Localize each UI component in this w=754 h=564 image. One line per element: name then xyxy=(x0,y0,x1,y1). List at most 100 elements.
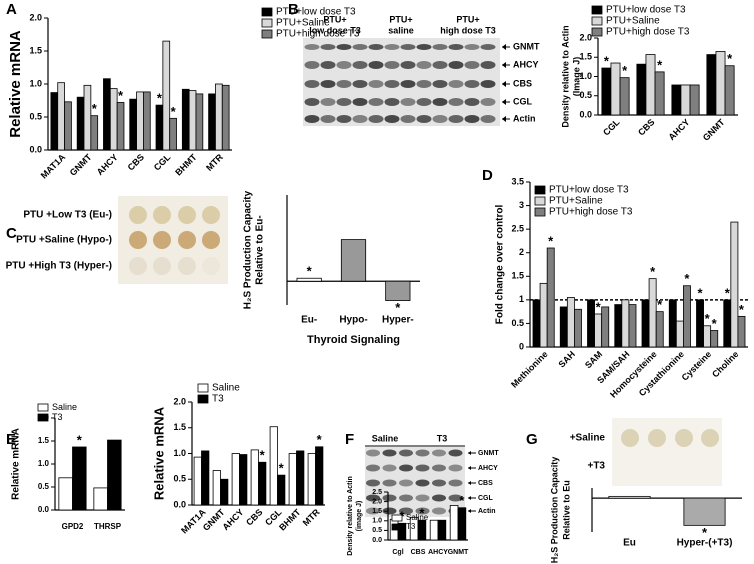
legend-label: Saline xyxy=(406,513,429,522)
legend-label: PTU+low dose T3 xyxy=(276,7,356,18)
blot-band xyxy=(464,61,480,69)
dot xyxy=(178,206,196,224)
blot-column: PTU+ xyxy=(389,14,412,24)
blot-band xyxy=(352,98,368,106)
bar xyxy=(76,96,85,151)
blot-band xyxy=(352,61,368,69)
blot-band xyxy=(304,98,320,106)
legend-label: PTU+high dose T3 xyxy=(606,27,690,38)
bar xyxy=(621,299,630,348)
dot xyxy=(202,257,220,275)
blot-band xyxy=(352,115,368,123)
significance-mark: * xyxy=(157,91,163,106)
y-tick-label: 0.5 xyxy=(511,318,524,328)
blot-band xyxy=(368,98,384,106)
legend-swatch xyxy=(534,196,546,206)
y-tick-label: 0 xyxy=(519,341,524,351)
bar xyxy=(296,277,322,282)
bar xyxy=(619,77,630,116)
bar xyxy=(107,439,122,511)
y-axis-label: Relative to Eu xyxy=(561,480,571,540)
dot xyxy=(129,257,147,275)
dot xyxy=(675,429,693,447)
blot-band xyxy=(368,80,384,88)
blot-band xyxy=(464,115,480,123)
dot xyxy=(129,231,147,249)
legend-swatch xyxy=(261,29,273,39)
significance-mark: * xyxy=(92,101,98,116)
blot-band xyxy=(416,61,432,69)
dot-image xyxy=(612,418,722,486)
blot-band xyxy=(320,115,336,123)
blot-band xyxy=(368,61,384,69)
blot-band xyxy=(384,98,400,106)
chart: 0.00.51.01.52.0** * *CGL CBS AHCY GNMTPTU+low… xyxy=(560,5,738,143)
y-axis-label: H₂S Production Capacity xyxy=(549,457,559,564)
dot xyxy=(202,231,220,249)
blot-column: PTU+ xyxy=(456,14,479,24)
significance-mark: * xyxy=(712,316,718,331)
y-axis-label: Relative mRNA xyxy=(7,30,24,138)
blot-band xyxy=(400,115,416,123)
significance-mark: * xyxy=(118,88,124,103)
blot-band xyxy=(336,80,352,88)
legend-swatch xyxy=(591,16,603,26)
blot-column: T3 xyxy=(437,433,448,443)
bar xyxy=(188,90,197,151)
y-tick-label: 0.5 xyxy=(579,90,592,100)
bar xyxy=(641,299,650,348)
bar xyxy=(610,62,621,116)
legend-swatch xyxy=(534,207,546,217)
blot-band xyxy=(382,494,397,502)
dot xyxy=(202,206,220,224)
bar xyxy=(277,474,286,506)
x-tick-label: Eu- xyxy=(301,315,317,326)
legend-label: PTU+low dose T3 xyxy=(606,5,686,16)
x-axis-label: Thyroid Signaling xyxy=(307,334,400,346)
bar xyxy=(645,54,656,116)
arrow-head xyxy=(468,509,471,513)
bar xyxy=(93,487,108,511)
x-tick-label: AHCY xyxy=(428,549,448,556)
significance-mark: * xyxy=(419,506,425,521)
blot-band xyxy=(384,80,400,88)
bar xyxy=(288,453,297,506)
significance-mark: * xyxy=(705,311,711,326)
y-tick-label: 0.0 xyxy=(38,505,50,514)
legend-label: PTU+high dose T3 xyxy=(549,207,633,218)
dot-row-label: +Saline xyxy=(570,433,606,444)
bar xyxy=(193,456,202,506)
blot-band xyxy=(304,80,320,88)
blot-band xyxy=(382,449,397,457)
x-tick-label: Eu xyxy=(623,538,636,549)
bar xyxy=(601,306,610,348)
legend-swatch xyxy=(197,394,209,404)
blot-band xyxy=(336,98,352,106)
y-tick-label: 2.0 xyxy=(173,396,186,406)
legend-label: T3 xyxy=(52,412,63,422)
significance-mark: * xyxy=(279,461,285,476)
blot-band xyxy=(448,494,463,502)
significance-mark: * xyxy=(604,53,610,68)
significance-mark: * xyxy=(684,271,690,286)
blot-band xyxy=(336,115,352,123)
blot-band xyxy=(415,464,430,472)
bar xyxy=(129,98,137,151)
blot-band xyxy=(399,507,413,515)
bar xyxy=(109,88,118,151)
blot-band xyxy=(336,61,352,69)
significance-mark: * xyxy=(622,63,628,78)
blot-band xyxy=(432,479,446,487)
bar xyxy=(546,247,555,348)
bar xyxy=(655,311,664,348)
blot-band xyxy=(448,80,464,88)
blot-band xyxy=(415,479,430,487)
blot-row-label: AHCY xyxy=(513,59,539,69)
legend-swatch xyxy=(261,18,273,28)
x-tick-label: GPD2 xyxy=(62,522,84,531)
x-tick-label: THRSP xyxy=(94,522,122,531)
blot-row-label: GNMT xyxy=(478,450,499,457)
legend-label: PTU+Saline xyxy=(549,196,603,207)
bar xyxy=(307,453,316,506)
